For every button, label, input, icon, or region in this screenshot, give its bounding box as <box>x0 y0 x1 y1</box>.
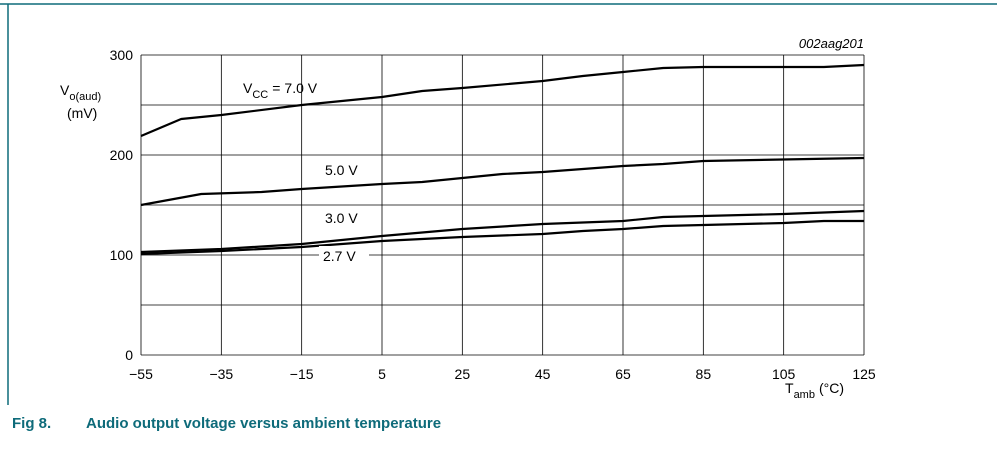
x-label-subscript: amb <box>794 389 815 401</box>
x-tick-label: 65 <box>615 366 631 382</box>
y-axis-unit: (mV) <box>67 105 97 121</box>
series-name: 7.0 V <box>284 80 317 96</box>
x-tick-label: −15 <box>290 366 314 382</box>
figure-code: 002aag201 <box>799 36 864 51</box>
series-line <box>140 156 865 207</box>
x-tick-label: 125 <box>852 366 876 382</box>
label-background <box>319 246 369 266</box>
series-line <box>140 209 865 254</box>
y-label-symbol: V <box>60 82 70 98</box>
y-tick-label: 100 <box>110 247 134 263</box>
y-tick-label: 300 <box>110 47 134 63</box>
x-tick-label: 105 <box>772 366 796 382</box>
vcc-subscript: CC <box>252 89 268 101</box>
series-label: 3.0 V <box>325 210 358 226</box>
x-tick-label: 25 <box>455 366 471 382</box>
x-tick-label: −55 <box>129 366 153 382</box>
series-name: 2.7 V <box>323 248 356 264</box>
y-tick-label: 0 <box>125 347 133 363</box>
x-tick-label: −35 <box>209 366 233 382</box>
y-tick-label: 200 <box>110 147 134 163</box>
x-tick-label: 5 <box>378 366 386 382</box>
series-line <box>140 63 865 138</box>
series-line <box>140 219 864 256</box>
y-axis-label: Vo(aud) <box>60 82 101 103</box>
x-label-unit: (°C) <box>819 380 844 396</box>
y-label-subscript: o(aud) <box>69 91 101 103</box>
series-label: 2.7 V <box>323 248 356 264</box>
figure-caption: Audio output voltage versus ambient temp… <box>86 415 441 432</box>
series-label: 5.0 V <box>325 162 358 178</box>
vcc-symbol: V <box>243 80 253 96</box>
x-axis-label: Tamb (°C) <box>785 380 844 401</box>
series-name: 5.0 V <box>325 162 358 178</box>
x-label-symbol: T <box>785 380 794 396</box>
vcc-equals: = <box>272 80 280 96</box>
series-name: 3.0 V <box>325 210 358 226</box>
x-tick-label: 85 <box>696 366 712 382</box>
figure-number: Fig 8. <box>12 415 51 432</box>
series-label: VCC = 7.0 V <box>243 80 318 101</box>
x-tick-label: 45 <box>535 366 551 382</box>
